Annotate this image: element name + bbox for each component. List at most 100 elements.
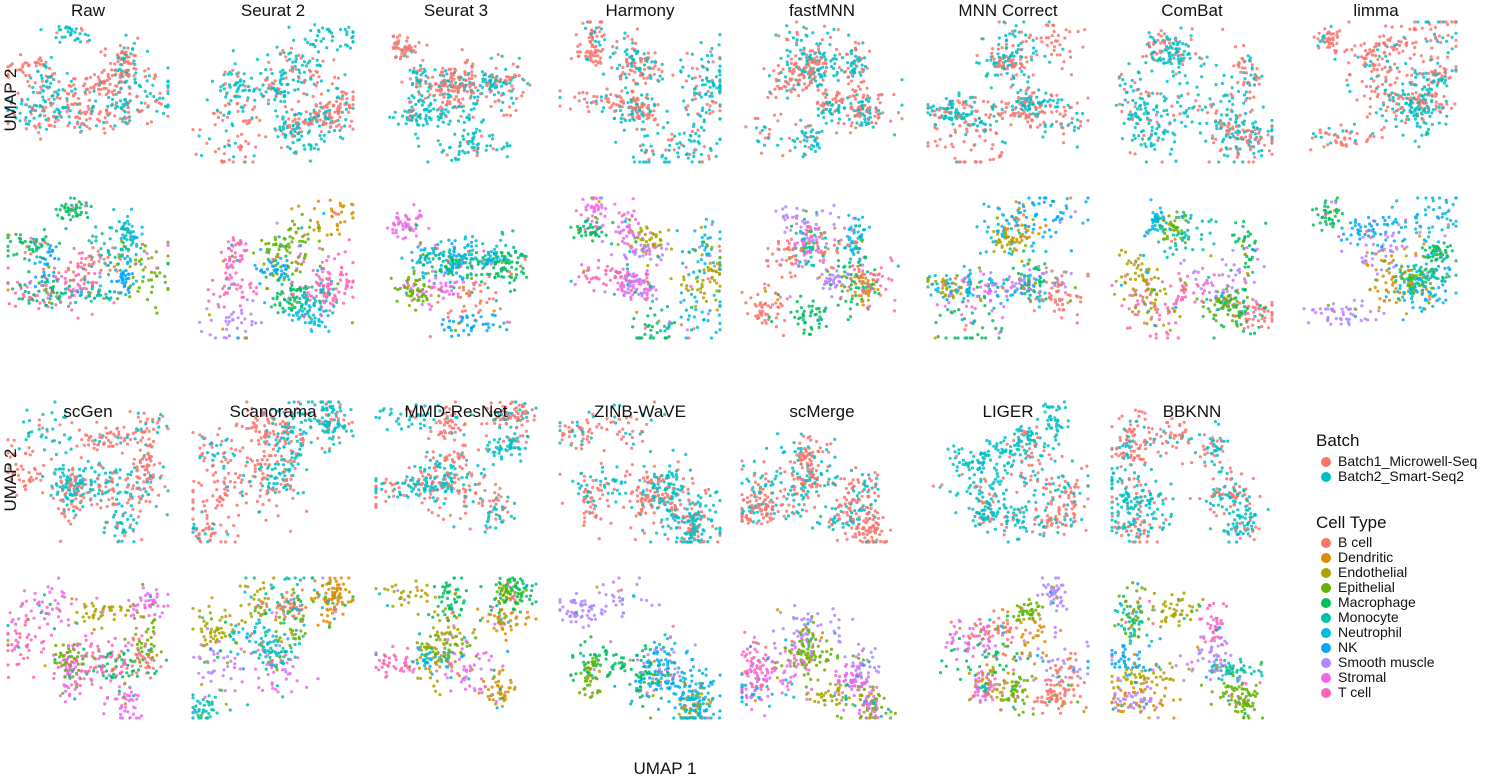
umap-point	[597, 200, 601, 204]
umap-point	[515, 97, 519, 101]
umap-point	[321, 283, 326, 288]
umap-point	[665, 304, 670, 309]
umap-point	[109, 261, 113, 265]
umap-point	[163, 274, 167, 278]
umap-point	[646, 112, 650, 116]
umap-point	[77, 111, 81, 115]
umap-point	[803, 70, 808, 74]
umap-point	[29, 236, 33, 240]
umap-point	[787, 82, 791, 86]
umap-point	[351, 90, 355, 94]
umap-point	[699, 225, 703, 229]
umap-point	[428, 93, 432, 97]
umap-point	[229, 249, 234, 253]
umap-point	[499, 269, 503, 273]
umap-point	[220, 159, 224, 163]
umap-point	[89, 257, 94, 262]
umap-point	[428, 260, 432, 264]
umap-point	[312, 228, 316, 232]
umap-point	[432, 282, 436, 286]
umap-point	[79, 265, 83, 269]
umap-point	[344, 118, 348, 122]
umap-point	[403, 213, 408, 217]
umap-point	[696, 260, 700, 264]
umap-point	[408, 118, 412, 122]
umap-point	[633, 274, 638, 278]
umap-point	[290, 240, 294, 244]
umap-point	[455, 254, 459, 258]
umap-point	[66, 103, 70, 107]
umap-point	[67, 213, 71, 217]
umap-point	[842, 122, 846, 126]
umap-point	[290, 308, 294, 312]
umap-point	[89, 112, 93, 116]
umap-point	[257, 133, 261, 137]
umap-point	[481, 266, 485, 270]
umap-point	[41, 84, 46, 88]
umap-point	[816, 107, 820, 111]
umap-point	[223, 104, 227, 108]
umap-point	[99, 253, 104, 257]
umap-point	[309, 77, 313, 81]
umap-point	[86, 215, 90, 220]
umap-point	[442, 95, 446, 99]
umap-point	[800, 69, 804, 73]
umap-point	[604, 272, 608, 276]
umap-point	[429, 304, 434, 308]
umap-point	[853, 54, 858, 59]
umap-point	[702, 128, 706, 132]
umap-point	[98, 284, 102, 288]
umap-point	[438, 143, 442, 147]
umap-point	[467, 77, 471, 81]
umap-point	[711, 80, 715, 84]
umap-point	[126, 46, 130, 50]
umap-point	[263, 301, 267, 305]
umap-point	[230, 312, 234, 316]
umap-point	[591, 100, 596, 104]
umap-point	[641, 114, 645, 118]
umap-point	[291, 236, 295, 240]
umap-point	[867, 99, 871, 104]
umap-point	[302, 286, 306, 290]
umap-point	[94, 281, 99, 285]
umap-point	[42, 228, 47, 232]
umap-point	[410, 82, 414, 87]
umap-point	[649, 236, 654, 240]
umap-point	[451, 265, 455, 269]
umap-point	[689, 139, 693, 143]
umap-point	[492, 82, 496, 86]
umap-point	[838, 99, 842, 103]
umap-point	[744, 301, 748, 305]
umap-point	[780, 258, 784, 262]
umap-point	[437, 85, 441, 89]
umap-point	[473, 95, 477, 99]
umap-point	[489, 257, 493, 262]
umap-point	[264, 90, 268, 94]
umap-point	[809, 130, 813, 134]
umap-point	[112, 301, 116, 305]
umap-point	[451, 319, 456, 324]
umap-point	[802, 76, 806, 80]
umap-point	[820, 75, 824, 79]
umap-point	[483, 254, 487, 258]
umap-point	[598, 56, 603, 60]
umap-point	[718, 69, 722, 74]
umap-point	[632, 234, 636, 238]
umap-point	[8, 240, 13, 244]
umap-point	[37, 307, 41, 311]
umap-point	[283, 309, 287, 313]
umap-point	[232, 282, 237, 286]
umap-point	[685, 328, 690, 332]
umap-point	[116, 60, 120, 64]
umap-point	[273, 79, 277, 83]
umap-point	[284, 254, 288, 258]
umap-point	[597, 40, 601, 44]
umap-point	[758, 131, 762, 135]
umap-point	[341, 94, 345, 98]
umap-point	[58, 110, 62, 114]
umap-point	[54, 303, 58, 307]
umap-point	[244, 242, 248, 246]
umap-point	[600, 205, 604, 210]
umap-point	[393, 286, 397, 290]
umap-point	[294, 60, 298, 64]
